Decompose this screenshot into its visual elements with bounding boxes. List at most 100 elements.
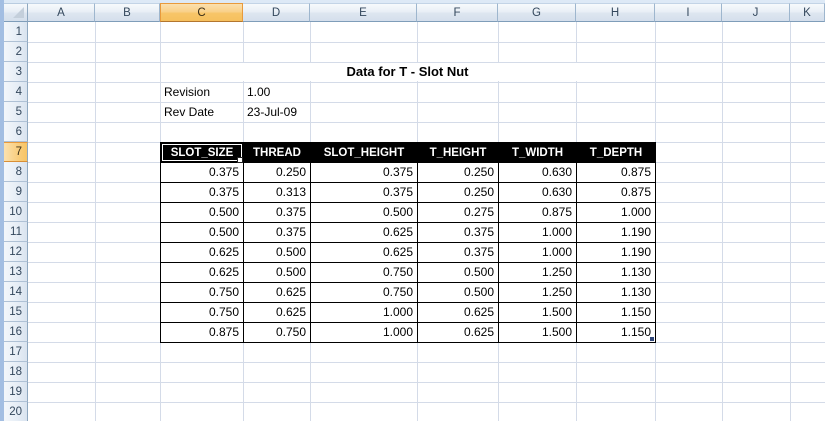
row-header-15[interactable]: 15 <box>4 302 28 322</box>
table-cell[interactable]: 0.625 <box>418 303 499 323</box>
table-cell[interactable]: 0.875 <box>577 183 656 203</box>
row-header-4[interactable]: 4 <box>4 82 28 102</box>
table-cell[interactable]: 0.375 <box>418 223 499 243</box>
table-column-header-slot_size[interactable]: SLOT_SIZE <box>161 143 244 163</box>
table-cell[interactable]: 1.150 <box>577 323 656 343</box>
table-cell[interactable]: 1.150 <box>577 303 656 323</box>
table-cell[interactable]: 0.750 <box>311 263 418 283</box>
table-column-header-t_height[interactable]: T_HEIGHT <box>418 143 499 163</box>
revision-label-cell[interactable]: Revision <box>164 85 211 99</box>
table-cell[interactable]: 0.500 <box>418 283 499 303</box>
table-cell[interactable]: 0.750 <box>161 283 244 303</box>
table-cell[interactable]: 0.375 <box>244 203 311 223</box>
table-cell[interactable]: 0.250 <box>418 163 499 183</box>
row-header-14[interactable]: 14 <box>4 282 28 302</box>
table-cell[interactable]: 0.625 <box>418 323 499 343</box>
table-cell[interactable]: 0.630 <box>499 183 577 203</box>
column-header-F[interactable]: F <box>417 3 498 22</box>
table-cell[interactable]: 0.625 <box>244 303 311 323</box>
row-header-9[interactable]: 9 <box>4 182 28 202</box>
row-header-2[interactable]: 2 <box>4 42 28 62</box>
table-cell[interactable]: 0.630 <box>499 163 577 183</box>
table-cell[interactable]: 1.190 <box>577 243 656 263</box>
table-cell[interactable]: 0.625 <box>311 243 418 263</box>
table-cell[interactable]: 0.500 <box>418 263 499 283</box>
table-cell[interactable]: 1.000 <box>499 243 577 263</box>
column-header-K[interactable]: K <box>790 3 825 22</box>
row-header-1[interactable]: 1 <box>4 22 28 42</box>
table-cell[interactable]: 0.375 <box>244 223 311 243</box>
table-cell[interactable]: 0.500 <box>244 243 311 263</box>
table-cell[interactable]: 0.375 <box>311 183 418 203</box>
table-cell[interactable]: 1.190 <box>577 223 656 243</box>
table-cell[interactable]: 0.750 <box>244 323 311 343</box>
table-cell[interactable]: 0.375 <box>161 163 244 183</box>
table-cell[interactable]: 0.375 <box>418 243 499 263</box>
table-column-header-t_width[interactable]: T_WIDTH <box>499 143 577 163</box>
row-header-7[interactable]: 7 <box>4 142 28 162</box>
table-cell[interactable]: 0.500 <box>244 263 311 283</box>
column-header-J[interactable]: J <box>722 3 790 22</box>
rev-date-value-cell[interactable]: 23-Jul-09 <box>247 105 298 119</box>
table-cell[interactable]: 1.000 <box>577 203 656 223</box>
table-cell[interactable]: 1.130 <box>577 283 656 303</box>
column-header-C[interactable]: C <box>160 3 243 22</box>
table-cell[interactable]: 0.500 <box>161 223 244 243</box>
table-cell[interactable]: 1.250 <box>499 283 577 303</box>
table-cell[interactable]: 1.000 <box>311 303 418 323</box>
column-header-H[interactable]: H <box>576 3 655 22</box>
table-cell[interactable]: 0.375 <box>161 183 244 203</box>
table-cell[interactable]: 0.500 <box>161 203 244 223</box>
table-column-header-t_depth[interactable]: T_DEPTH <box>577 143 656 163</box>
table-cell[interactable]: 0.500 <box>311 203 418 223</box>
column-header-G[interactable]: G <box>498 3 576 22</box>
column-header-D[interactable]: D <box>243 3 310 22</box>
table-cell[interactable]: 0.275 <box>418 203 499 223</box>
table-cell[interactable]: 0.750 <box>161 303 244 323</box>
table-cell[interactable]: 0.625 <box>161 243 244 263</box>
column-header-I[interactable]: I <box>655 3 722 22</box>
row-header-20[interactable]: 20 <box>4 402 28 421</box>
sheet-title-cell[interactable]: Data for T - Slot Nut <box>346 64 469 79</box>
table-cell[interactable]: 0.750 <box>311 283 418 303</box>
table-row: 0.625 0.500 0.750 0.500 1.250 1.130 <box>161 263 656 283</box>
row-header-12[interactable]: 12 <box>4 242 28 262</box>
table-cell[interactable]: 1.500 <box>499 303 577 323</box>
table-cell[interactable]: 0.625 <box>244 283 311 303</box>
table-cell[interactable]: 0.250 <box>418 183 499 203</box>
row-header-3[interactable]: 3 <box>4 62 28 82</box>
column-header-A[interactable]: A <box>28 3 95 22</box>
row-header-16[interactable]: 16 <box>4 322 28 342</box>
table-cell[interactable]: 1.500 <box>499 323 577 343</box>
revision-value-cell[interactable]: 1.00 <box>247 85 271 99</box>
row-header-19[interactable]: 19 <box>4 382 28 402</box>
row-header-11[interactable]: 11 <box>4 222 28 242</box>
table-cell[interactable]: 0.875 <box>161 323 244 343</box>
column-header-B[interactable]: B <box>95 3 160 22</box>
row-header-6[interactable]: 6 <box>4 122 28 142</box>
row-header-13[interactable]: 13 <box>4 262 28 282</box>
table-cell[interactable]: 1.000 <box>311 323 418 343</box>
select-all-button[interactable] <box>4 3 28 22</box>
table-cell[interactable]: 0.875 <box>577 163 656 183</box>
table-column-header-thread[interactable]: THREAD <box>244 143 311 163</box>
table-cell[interactable]: 0.625 <box>311 223 418 243</box>
row-header-8[interactable]: 8 <box>4 162 28 182</box>
table-cell[interactable]: 1.130 <box>577 263 656 283</box>
column-header-E[interactable]: E <box>310 3 417 22</box>
table-cell[interactable]: 0.875 <box>499 203 577 223</box>
table-cell[interactable]: 0.375 <box>311 163 418 183</box>
row-header-10[interactable]: 10 <box>4 202 28 222</box>
row-header-5[interactable]: 5 <box>4 102 28 122</box>
fill-handle[interactable] <box>237 157 243 163</box>
row-header-18[interactable]: 18 <box>4 362 28 382</box>
table-column-header-slot_height[interactable]: SLOT_HEIGHT <box>311 143 418 163</box>
table-cell[interactable]: 0.250 <box>244 163 311 183</box>
table-cell[interactable]: 1.250 <box>499 263 577 283</box>
table-cell[interactable]: 0.313 <box>244 183 311 203</box>
table-cell[interactable]: 0.625 <box>161 263 244 283</box>
table-cell[interactable]: 1.000 <box>499 223 577 243</box>
rev-date-label-cell[interactable]: Rev Date <box>164 105 215 119</box>
row-header-17[interactable]: 17 <box>4 342 28 362</box>
